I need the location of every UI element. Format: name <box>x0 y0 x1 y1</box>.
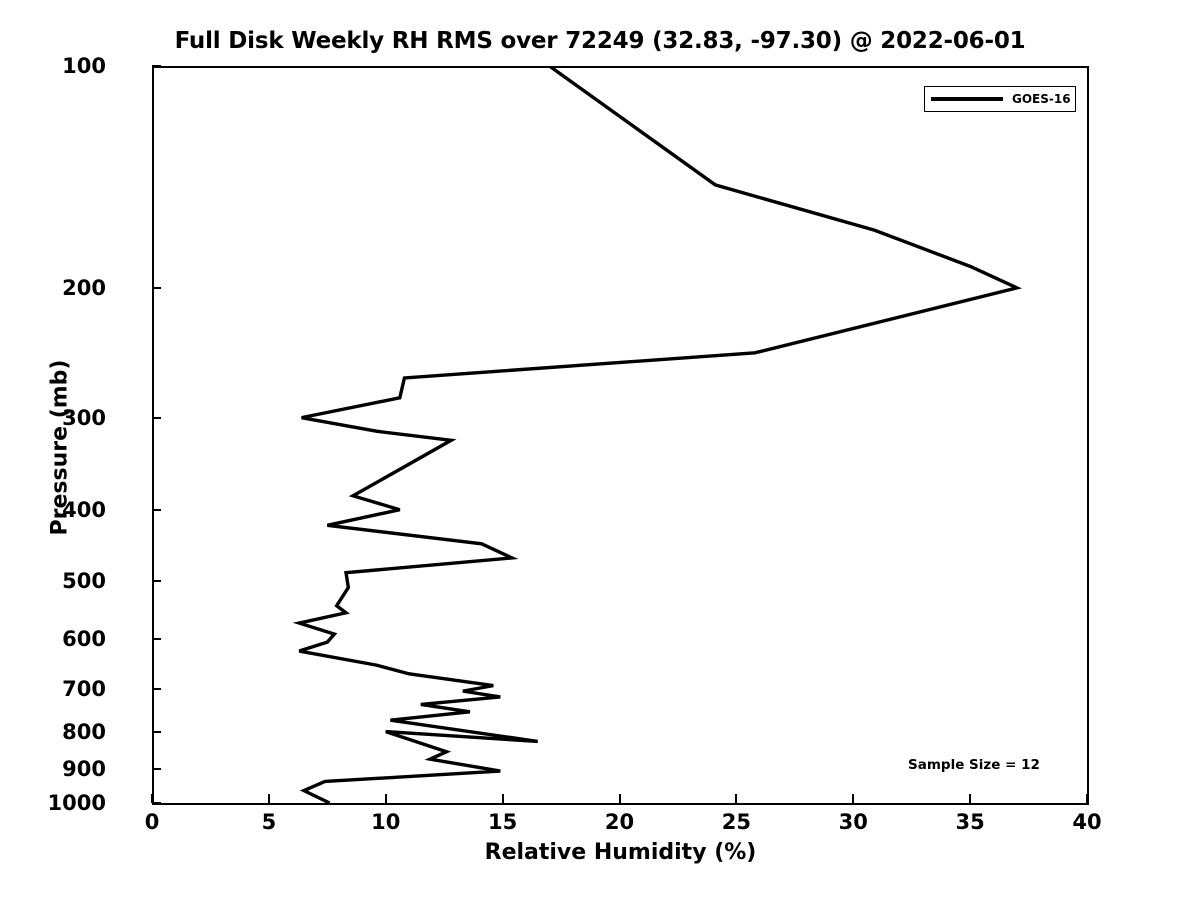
y-tick-label-300: 300 <box>62 405 106 430</box>
x-tick-mark-30 <box>852 794 855 803</box>
x-tick-label-15: 15 <box>488 810 518 834</box>
page-title: Full Disk Weekly RH RMS over 72249 (32.8… <box>174 28 1026 54</box>
y-tick-label-100: 100 <box>62 54 106 78</box>
x-tick-label-5: 5 <box>261 810 277 834</box>
x-tick-mark-10 <box>384 794 387 803</box>
x-tick-label-30: 30 <box>838 810 868 834</box>
y-tick-mark-100 <box>152 65 161 67</box>
x-tick-mark-35 <box>969 794 972 803</box>
x-tick-mark-5 <box>267 794 270 803</box>
x-axis-title: Relative Humidity (%) <box>484 840 757 865</box>
legend-swatch-goes-16 <box>931 97 1003 101</box>
x-tick-label-10: 10 <box>371 810 401 834</box>
series-goes-16-line <box>292 66 1022 803</box>
x-tick-mark-0 <box>151 794 153 803</box>
x-tick-label-35: 35 <box>955 810 985 834</box>
y-tick-mark-400 <box>152 508 161 511</box>
legend-label-goes-16: GOES-16 <box>1012 92 1071 106</box>
y-tick-mark-600 <box>152 638 161 641</box>
x-axis-line <box>152 803 1089 805</box>
x-tick-mark-20 <box>618 794 621 803</box>
sample-size-annotation: Sample Size = 12 <box>908 757 1040 773</box>
y-tick-mark-900 <box>152 768 161 771</box>
y-tick-mark-800 <box>152 730 161 733</box>
top-spine <box>152 66 1089 68</box>
x-tick-label-20: 20 <box>604 810 635 834</box>
y-tick-label-900: 900 <box>62 757 106 782</box>
plot-area <box>152 66 1087 803</box>
x-tick-mark-25 <box>735 794 738 803</box>
x-tick-mark-40 <box>1086 794 1088 803</box>
y-tick-label-1000: 1000 <box>47 791 106 815</box>
x-tick-label-0: 0 <box>144 810 160 834</box>
y-tick-mark-300 <box>152 416 161 419</box>
y-tick-mark-700 <box>152 687 161 690</box>
legend: GOES-16 <box>924 86 1076 112</box>
y-tick-mark-1000 <box>152 802 161 804</box>
y-tick-label-200: 200 <box>62 275 106 300</box>
x-tick-mark-15 <box>501 794 504 803</box>
y-tick-label-800: 800 <box>62 719 106 744</box>
y-tick-label-600: 600 <box>62 627 106 652</box>
y-tick-label-500: 500 <box>62 569 106 594</box>
y-tick-label-400: 400 <box>62 497 106 522</box>
x-tick-label-40: 40 <box>1072 810 1102 834</box>
y-axis-title: Pressure (mb) <box>47 359 73 536</box>
right-spine <box>1087 66 1089 805</box>
y-tick-label-700: 700 <box>62 676 106 701</box>
y-tick-mark-200 <box>152 286 161 289</box>
y-axis-line <box>152 66 154 805</box>
x-tick-label-25: 25 <box>721 810 751 834</box>
y-tick-mark-500 <box>152 580 161 583</box>
